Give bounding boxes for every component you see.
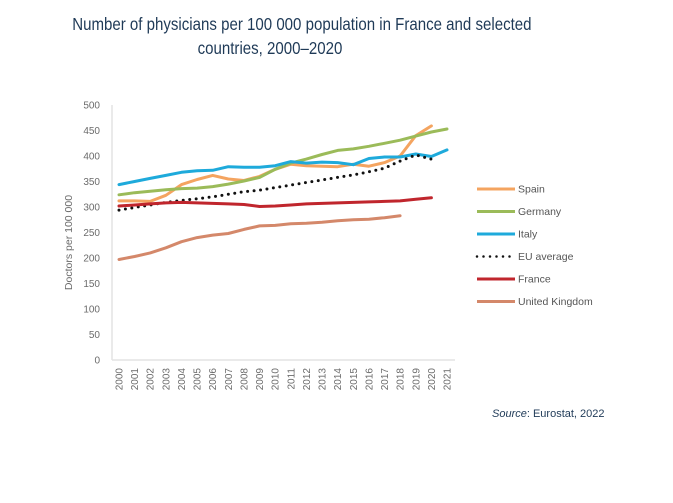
x-tick-label: 2001 [130,368,141,391]
chart-title: Number of physicians per 100 000 populat… [72,12,532,60]
y-tick-label: 250 [83,228,100,239]
x-tick-label: 2004 [177,368,188,391]
legend-label-united-kingdom: United Kingdom [518,296,593,308]
source-note: Source: Eurostat, 2022 [492,408,605,420]
source-text: : Eurostat, 2022 [526,408,605,420]
x-tick-label: 2017 [380,368,391,391]
x-tick-label: 2009 [255,368,266,391]
x-tick-label: 2006 [208,368,219,391]
x-tick-label: 2010 [271,368,282,391]
series-line-france [117,196,433,208]
x-tick-label: 2021 [443,368,454,391]
legend-label-eu-average: EU average [518,251,574,263]
y-tick-label: 300 [83,203,100,214]
legend-label-france: France [518,274,551,286]
x-tick-label: 2013 [318,368,329,391]
y-tick-label: 400 [83,152,100,163]
series-line-united-kingdom [117,214,402,261]
series-line-germany [117,127,449,197]
y-tick-label: 350 [83,177,100,188]
x-tick-label: 2012 [302,368,313,391]
x-tick-label: 2000 [115,368,126,391]
y-axis-ticks: 0 50 100 150 200 250 300 350 400 450 500 [83,101,100,367]
axes [111,105,455,361]
x-tick-label: 2007 [224,368,235,391]
x-tick-label: 2005 [193,368,204,391]
x-tick-label: 2002 [146,368,157,391]
x-tick-label: 2020 [427,368,438,391]
x-axis-ticks: 2000 2001 2002 2003 2004 2005 2006 2007 2008 2009… [115,368,454,391]
x-tick-label: 2014 [333,368,344,391]
y-tick-label: 50 [89,330,101,341]
chart-title-line-1: Number of physicians per 100 000 populat… [72,14,532,34]
x-tick-label: 2019 [411,368,422,391]
series-lines [117,124,449,261]
x-tick-label: 2011 [286,368,297,390]
x-tick-label: 2008 [239,368,250,391]
y-tick-label: 500 [83,101,100,112]
y-tick-label: 0 [94,356,100,367]
y-axis-label: Doctors per 100 000 [63,195,75,290]
y-tick-label: 200 [83,254,100,265]
y-tick-label: 100 [83,305,100,316]
chart-title-line-2: countries, 2000–2020 [197,38,343,58]
y-tick-label: 150 [83,279,100,290]
series-line-italy [117,148,449,187]
legend: Spain Germany Italy EU average France United … [475,184,593,308]
x-tick-label: 2003 [161,368,172,391]
x-tick-label: 2016 [364,368,375,391]
legend-label-germany: Germany [518,206,562,218]
y-tick-label: 450 [83,126,100,137]
x-tick-label: 2015 [349,368,360,391]
source-label: Source [492,408,527,420]
legend-label-spain: Spain [518,184,545,196]
legend-label-italy: Italy [518,229,538,241]
x-tick-label: 2018 [396,368,407,391]
